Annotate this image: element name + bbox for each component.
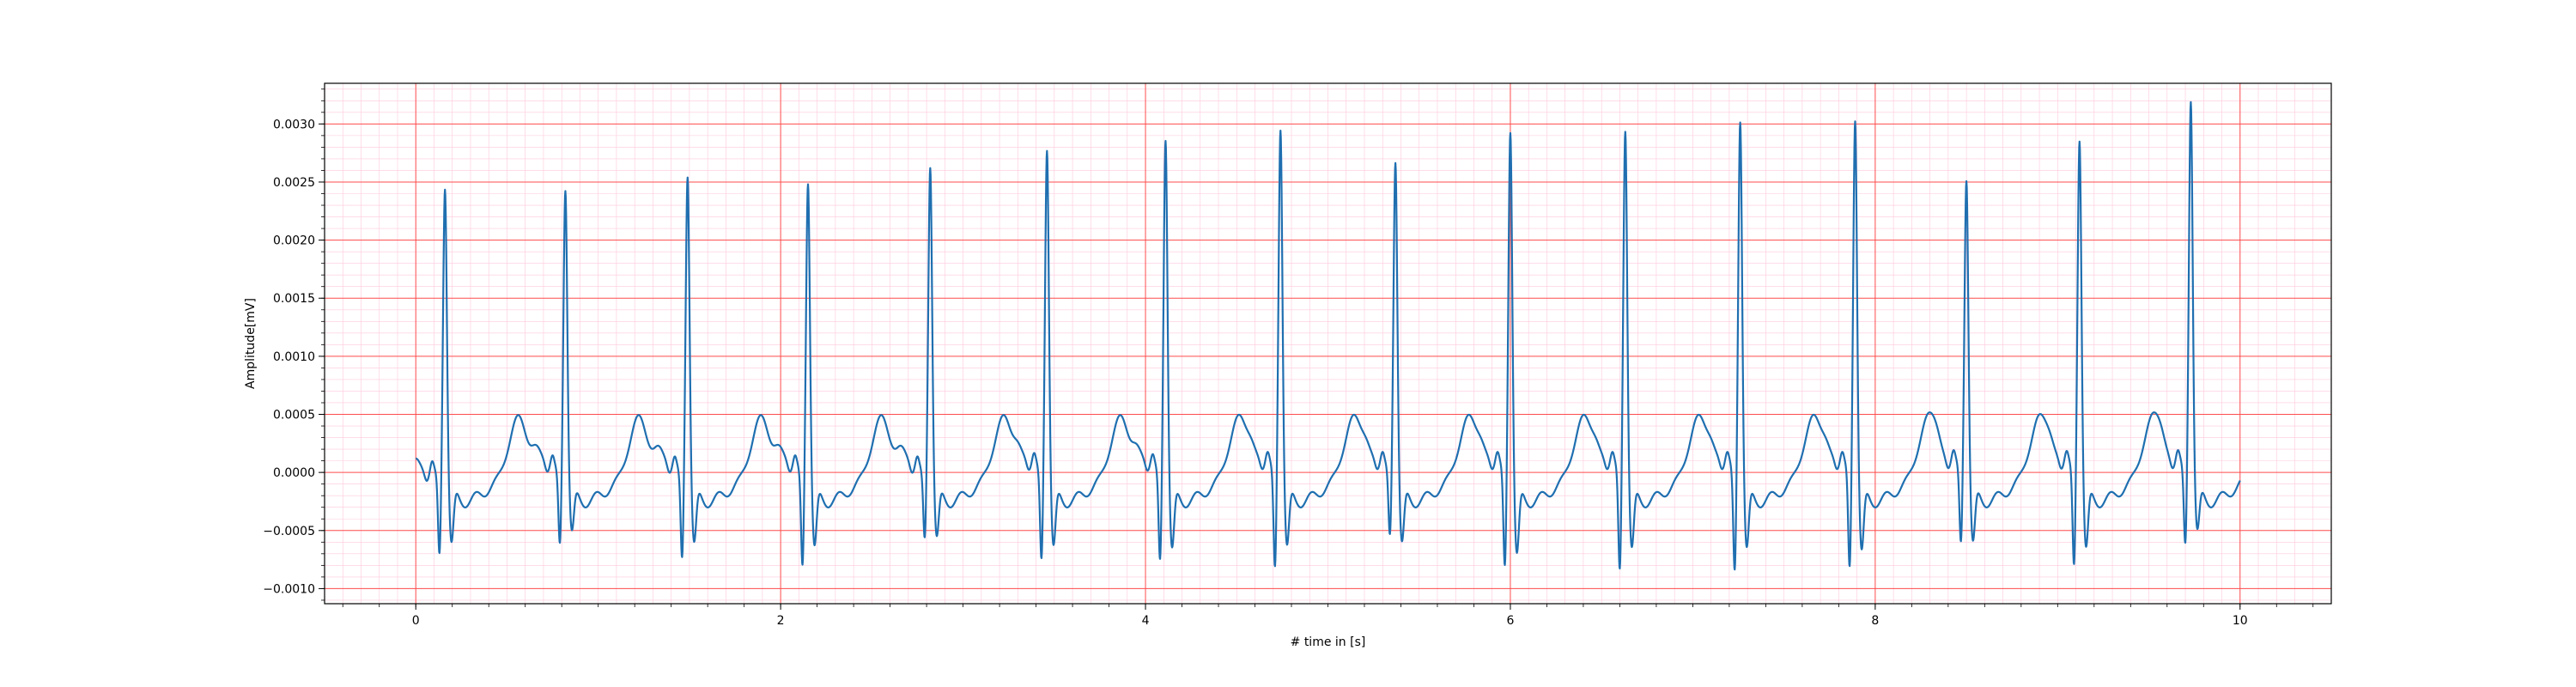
y-tick-label: 0.0015 bbox=[273, 292, 315, 306]
x-tick-label: 2 bbox=[777, 614, 785, 628]
x-tick-label: 4 bbox=[1142, 614, 1150, 628]
y-tick-label: 0.0000 bbox=[273, 466, 315, 480]
y-tick-label: 0.0005 bbox=[273, 409, 315, 423]
x-tick-label: 6 bbox=[1506, 614, 1514, 628]
y-tick-label: 0.0010 bbox=[273, 350, 315, 364]
y-tick-label: 0.0030 bbox=[273, 118, 315, 131]
axis-ticks: 0 2 4 6 8 10 −0.0010 −0.0005 0.0000 0.0005 0.0010 0… bbox=[263, 88, 2314, 628]
x-tick-label: 0 bbox=[412, 614, 420, 628]
x-tick-label: 8 bbox=[1871, 614, 1879, 628]
y-tick-label: −0.0005 bbox=[263, 525, 315, 538]
y-tick-label: 0.0020 bbox=[273, 234, 315, 248]
major-grid bbox=[325, 83, 2331, 604]
y-tick-label: 0.0025 bbox=[273, 176, 315, 190]
ecg-line bbox=[415, 100, 2241, 571]
y-tick-label: −0.0010 bbox=[263, 582, 315, 596]
y-axis-label: Amplitude[mV] bbox=[244, 298, 258, 389]
ecg-series bbox=[415, 100, 2241, 571]
x-axis-label: # time in [s] bbox=[1291, 635, 1366, 649]
x-tick-label: 10 bbox=[2233, 614, 2248, 628]
